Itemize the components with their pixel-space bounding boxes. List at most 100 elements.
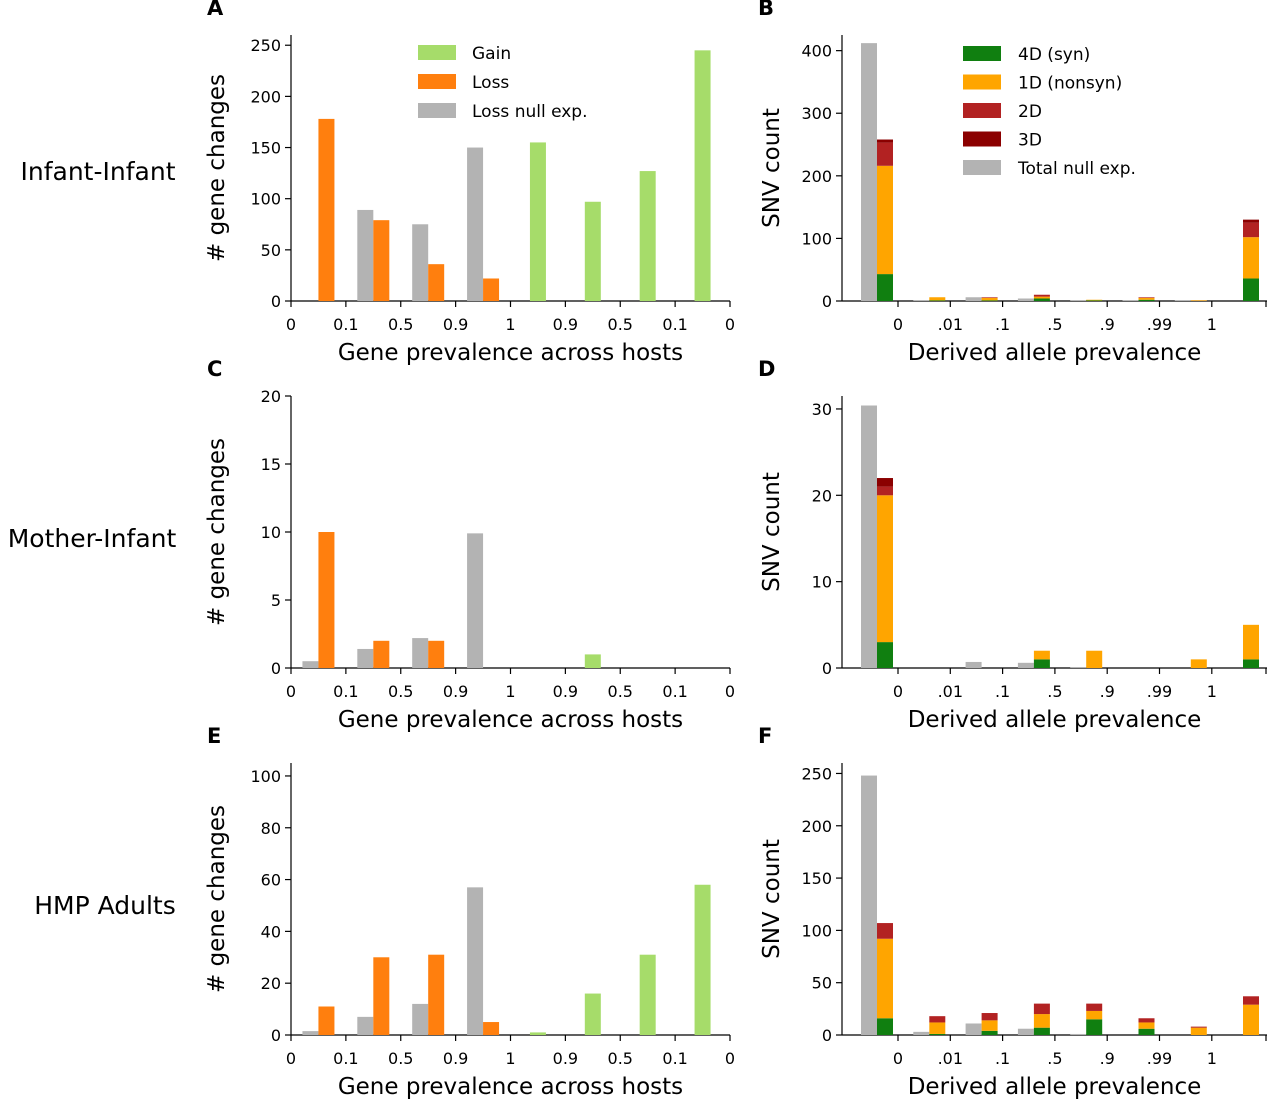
panel-f-bar-d1	[1138, 1022, 1155, 1029]
row-label-mother-infant: Mother-Infant	[8, 524, 177, 553]
panel-a-legend-label: Loss null exp.	[472, 102, 588, 122]
panel-f-bar-d4	[877, 1018, 893, 1035]
panel-e-x-tick-label: 1	[505, 1049, 515, 1068]
panel-d-bar-d4	[1033, 659, 1050, 668]
panel-b-bar-d4	[929, 300, 946, 301]
panel-f-bar-null	[1070, 1033, 1087, 1035]
panel-f-bar-d1	[1086, 1010, 1103, 1020]
panel-a-x-tick-label: 1	[505, 315, 515, 334]
panel-b-legend-swatch	[963, 131, 1001, 147]
panel-f-bar-d2	[929, 1016, 946, 1023]
panel-a-x-tick-label: 0.9	[443, 315, 468, 334]
panel-c-x-tick-label: 0.5	[608, 682, 633, 701]
panel-a-bar-loss	[318, 118, 335, 302]
panel-f-bar-d4	[1086, 1019, 1103, 1035]
panel-b-y-tick-label: 200	[801, 167, 832, 186]
panel-b-bar-null	[1174, 300, 1191, 301]
panel-e-x-tick-label: 0.5	[608, 1049, 633, 1068]
panel-b-legend-swatch	[963, 160, 1001, 175]
panel-e-x-tick-label: 0.1	[333, 1049, 358, 1068]
panel-d-bar-d4	[1243, 659, 1259, 668]
panel-e-x-tick-label: 0.9	[553, 1049, 578, 1068]
panel-a-panel-letter: A	[207, 0, 224, 20]
panel-c-panel-letter: C	[207, 357, 222, 381]
panel-a-bar-loss-null	[467, 147, 484, 301]
panel-a-y-tick-label: 0	[271, 292, 281, 311]
panel-b-bar-d1	[1243, 237, 1259, 279]
panel-d-x-tick-label: 1	[1207, 682, 1217, 701]
panel-e-bar-gain	[694, 884, 711, 1035]
panel-f-x-tick-label: .1	[995, 1049, 1010, 1068]
panel-a-legend-swatch	[418, 45, 456, 60]
panel-b-y-axis-title: SNV count	[759, 108, 785, 228]
panel-b-bar-null	[965, 297, 982, 301]
panel-b-y-tick-label: 100	[801, 229, 832, 248]
panel-b-legend-label: 1D (nonsyn)	[1018, 74, 1122, 94]
panel-a-y-tick-label: 100	[250, 190, 281, 209]
panel-a-y-tick-label: 250	[250, 36, 281, 55]
panel-a-x-tick-label: 0.1	[333, 315, 358, 334]
panel-b-bar-d3	[877, 139, 893, 143]
panel-a-y-tick-label: 150	[250, 139, 281, 158]
panel-f-bar-d2	[981, 1013, 998, 1021]
panel-d-bar-d1	[1190, 659, 1207, 668]
panel-e-x-tick-label: 0.5	[388, 1049, 413, 1068]
panel-f-x-axis-title: Derived allele prevalence	[908, 1074, 1202, 1099]
panel-f-bar-d1	[929, 1022, 946, 1034]
panel-e-x-tick-label: 0.9	[443, 1049, 468, 1068]
panel-d-y-tick-label: 0	[822, 659, 832, 678]
panel-b-bar-d1	[1190, 300, 1207, 301]
panel-c-bar-loss-null	[302, 661, 319, 668]
panel-d-x-axis-title: Derived allele prevalence	[908, 707, 1202, 733]
panel-b-legend-label: 2D	[1018, 102, 1042, 122]
panel-a-bar-loss-null	[412, 224, 429, 301]
panel-d-x-tick-label: .9	[1100, 682, 1115, 701]
panel-c-x-tick-label: 0.5	[388, 682, 413, 701]
panel-e-y-tick-label: 80	[261, 819, 281, 838]
panel-a-bar-gain	[584, 201, 601, 301]
row-label-hmp-adults: HMP Adults	[34, 891, 176, 920]
panel-e-bar-loss-null	[357, 1016, 374, 1035]
panel-e-bar-gain	[529, 1032, 546, 1035]
panel-f-x-tick-label: .9	[1100, 1049, 1115, 1068]
panel-b-y-tick-label: 0	[822, 292, 832, 311]
panel-b-legend-swatch	[963, 103, 1001, 118]
panel-f-bar-d4	[1033, 1027, 1050, 1035]
panel-b-bar-d4	[1138, 299, 1155, 301]
panel-b-bar-d1	[1086, 299, 1103, 301]
panel-f-bar-d2	[1086, 1003, 1103, 1011]
panel-b-bar-d4	[1243, 278, 1259, 301]
panel-f-y-tick-label: 50	[812, 974, 832, 993]
panel-f-bar-d2	[1033, 1003, 1050, 1015]
panel-f: 0 50 100 150 200 250 SNV count Derived allele p…	[758, 724, 1267, 1099]
panel-f-bar-null	[861, 775, 877, 1035]
panel-a-bar-loss-null	[357, 209, 374, 301]
panel-e-bar-loss	[428, 954, 445, 1035]
panel-b-bar-d1	[1138, 297, 1155, 300]
panel-c-x-tick-label: 0.9	[443, 682, 468, 701]
panel-d-bar-null	[965, 661, 982, 668]
panel-d-y-tick-label: 30	[812, 400, 832, 419]
panel-b-bar-d4	[1033, 298, 1050, 301]
panel-e-bar-gain	[584, 993, 601, 1035]
panel-e-bar-loss-null	[467, 887, 484, 1035]
panel-f-bar-d4	[1138, 1028, 1155, 1035]
panel-b-x-tick-label: 0	[893, 315, 903, 334]
panel-a-legend-swatch	[418, 103, 456, 118]
panel-b-bar-d1	[1033, 296, 1050, 299]
panel-a-bar-loss	[483, 278, 500, 301]
panel-f-x-tick-label: .5	[1047, 1049, 1062, 1068]
panel-b-legend-swatch	[963, 74, 1001, 90]
panel-b-bar-d4	[1086, 300, 1103, 301]
panel-e-x-tick-label: 0	[286, 1049, 296, 1068]
panel-b-bar-d3	[1243, 219, 1259, 223]
panel-b-bar-d4	[877, 274, 893, 301]
panel-b-bar-d1	[877, 165, 893, 275]
panel-b-bar-null	[861, 43, 877, 301]
panel-f-panel-letter: F	[758, 724, 772, 748]
panel-c-x-tick-label: 0.9	[553, 682, 578, 701]
panel-f-bar-d4	[981, 1030, 998, 1035]
panel-e-bar-loss-null	[412, 1003, 429, 1035]
panel-e-bar-loss	[373, 957, 390, 1035]
